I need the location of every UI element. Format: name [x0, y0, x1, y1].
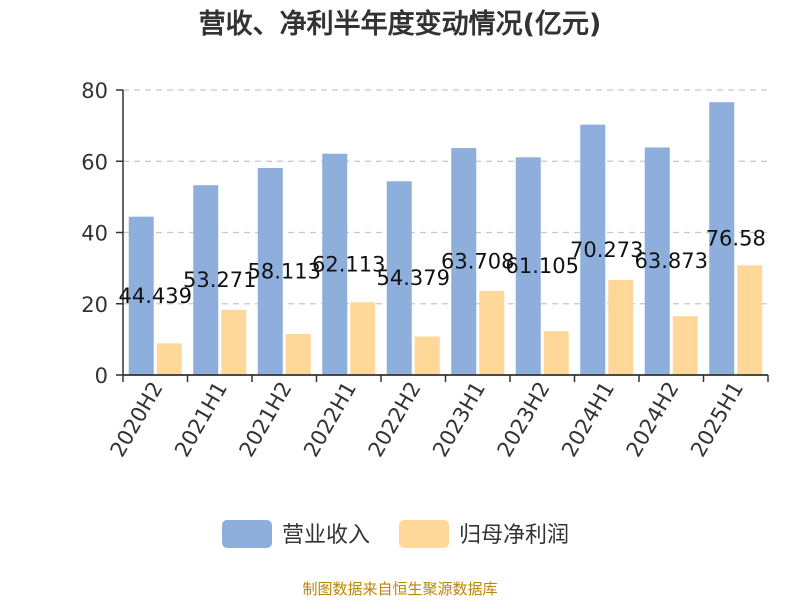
revenue-bar [709, 102, 735, 375]
revenue-data-label: 61.105 [506, 254, 579, 278]
legend-swatch-net-profit [399, 520, 449, 548]
y-tick-label: 20 [81, 293, 108, 317]
net-profit-bar [737, 265, 763, 375]
net-profit-bar [350, 302, 376, 375]
net-profit-bar [479, 290, 505, 375]
revenue-bar [386, 181, 412, 375]
net-profit-bar [414, 336, 440, 375]
x-tick-label: 2023H1 [428, 378, 490, 462]
revenue-data-label: 70.273 [570, 238, 643, 262]
grid-lines [123, 89, 768, 305]
revenue-bar [193, 185, 219, 375]
chart-title: 营收、净利半年度变动情况(亿元) [199, 8, 602, 40]
revenue-data-label: 44.439 [119, 284, 192, 308]
x-axis: 2020H2 2021H1 2021H2 2022H1 2022H2 2023H1 2023… [105, 374, 769, 462]
revenue-data-label: 62.113 [312, 252, 385, 276]
revenue-data-label: 63.873 [635, 249, 708, 273]
source-note: 制图数据来自恒生聚源数据库 [302, 580, 497, 598]
net-profit-bar [608, 279, 634, 375]
bars [128, 102, 763, 375]
x-tick-label: 2024H1 [557, 378, 619, 462]
x-tick-label: 2023H2 [492, 378, 554, 462]
revenue-bar [128, 216, 154, 375]
revenue-bar [322, 153, 348, 375]
x-tick-label: 2021H1 [170, 378, 232, 462]
net-profit-bar [543, 331, 569, 375]
legend-label-revenue: 营业收入 [282, 523, 370, 548]
revenue-data-label: 54.379 [377, 266, 450, 290]
x-tick-label: 2021H2 [234, 378, 296, 462]
x-tick-label: 2022H2 [363, 378, 425, 462]
net-profit-bar [285, 334, 311, 375]
y-tick-label: 60 [81, 150, 108, 174]
revenue-data-label: 53.271 [183, 268, 256, 292]
x-tick-label: 2025H1 [686, 378, 748, 462]
net-profit-bar [156, 343, 182, 375]
y-tick-label: 80 [81, 79, 108, 103]
revenue-bar [644, 147, 670, 375]
revenue-bar [257, 167, 283, 375]
net-profit-bar [672, 316, 698, 375]
revenue-bar [515, 157, 541, 375]
net-profit-bar [221, 309, 247, 375]
data-labels: 44.43953.27158.11362.11354.37963.70861.1… [119, 227, 766, 308]
legend-swatch-revenue [222, 520, 272, 548]
y-tick-label: 40 [81, 222, 108, 246]
legend: 营业收入 归母净利润 [222, 520, 569, 548]
revenue-bar [580, 124, 606, 375]
revenue-bar [451, 148, 477, 375]
legend-label-net-profit: 归母净利润 [459, 523, 569, 548]
y-axis: 0 20 40 60 80 [81, 79, 124, 388]
x-tick-label: 2020H2 [105, 378, 167, 462]
revenue-data-label: 63.708 [441, 250, 514, 274]
y-tick-label: 0 [95, 364, 108, 388]
revenue-data-label: 58.113 [248, 259, 321, 283]
x-tick-label: 2024H2 [621, 378, 683, 462]
revenue-data-label: 76.58 [706, 227, 766, 251]
x-tick-label: 2022H1 [299, 378, 361, 462]
